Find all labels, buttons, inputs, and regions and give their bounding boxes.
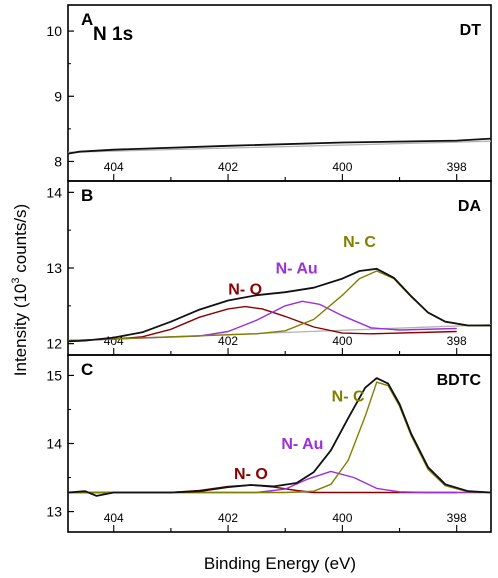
y-tick-label: 14 <box>46 184 62 200</box>
series-envelope-line <box>67 377 492 497</box>
series-envelope-line <box>67 267 491 343</box>
x-tick-label: 400 <box>332 160 352 174</box>
series-nc-line <box>67 270 491 342</box>
panel-sample-label: BDTC <box>437 372 482 389</box>
x-tick-label: 404 <box>104 160 124 174</box>
x-tick-label: 402 <box>218 334 238 348</box>
x-tick-label: 400 <box>332 334 352 348</box>
series-baseline-line <box>67 140 492 153</box>
y-axis-label-sup: 3 <box>10 277 22 283</box>
y-tick-label: 14 <box>46 436 62 452</box>
y-tick-label: 15 <box>46 367 62 383</box>
series-nau-line <box>67 300 457 342</box>
panel-sample-label: DA <box>458 198 482 215</box>
peak-label: N- C <box>332 388 365 405</box>
y-axis-label-post: counts/s) <box>11 204 30 278</box>
peak-label: N- Au <box>276 260 318 277</box>
x-tick-label: 398 <box>447 334 467 348</box>
peak-label: N- O <box>234 466 268 483</box>
x-tick-label: 400 <box>332 511 352 525</box>
y-tick-label: 9 <box>54 88 62 104</box>
series-no-line <box>67 305 457 342</box>
peak-label: N- Au <box>281 436 323 453</box>
y-tick-label: 13 <box>46 260 62 276</box>
x-tick-label: 404 <box>104 511 124 525</box>
series-envelope-line <box>67 137 492 155</box>
y-tick-label: 10 <box>46 23 62 39</box>
x-tick-label: 398 <box>447 160 467 174</box>
panel-letter: B <box>81 186 93 205</box>
panel-frame <box>67 354 492 533</box>
x-tick-label: 402 <box>218 160 238 174</box>
panel-letter: C <box>81 360 93 379</box>
series-nau-line <box>68 470 491 494</box>
y-tick-label: 8 <box>54 153 62 169</box>
x-tick-label: 398 <box>447 511 467 525</box>
y-axis-label-pre: Intensity (10 <box>11 284 30 377</box>
x-tick-label: 402 <box>218 511 238 525</box>
peak-label: N- C <box>343 234 376 251</box>
panel-sample-label: DT <box>460 22 482 39</box>
panel-letter: A <box>81 10 93 29</box>
peak-label: N- O <box>228 281 262 298</box>
y-axis-label: Intensity (103 counts/s) <box>10 204 30 376</box>
x-axis-label: Binding Energy (eV) <box>204 554 356 573</box>
figure-title: N 1s <box>93 24 133 45</box>
y-tick-label: 13 <box>46 504 62 520</box>
panel-c: 13 14 15 404 402 400 398 N- O N- Au N- C C BDTC <box>46 354 492 533</box>
panels-group: 8 9 10 404 402 400 398 A DT 12 13 14 404 402 400 398 N- … <box>46 4 492 533</box>
y-tick-label: 12 <box>46 336 62 352</box>
series-nc-line <box>68 381 492 494</box>
